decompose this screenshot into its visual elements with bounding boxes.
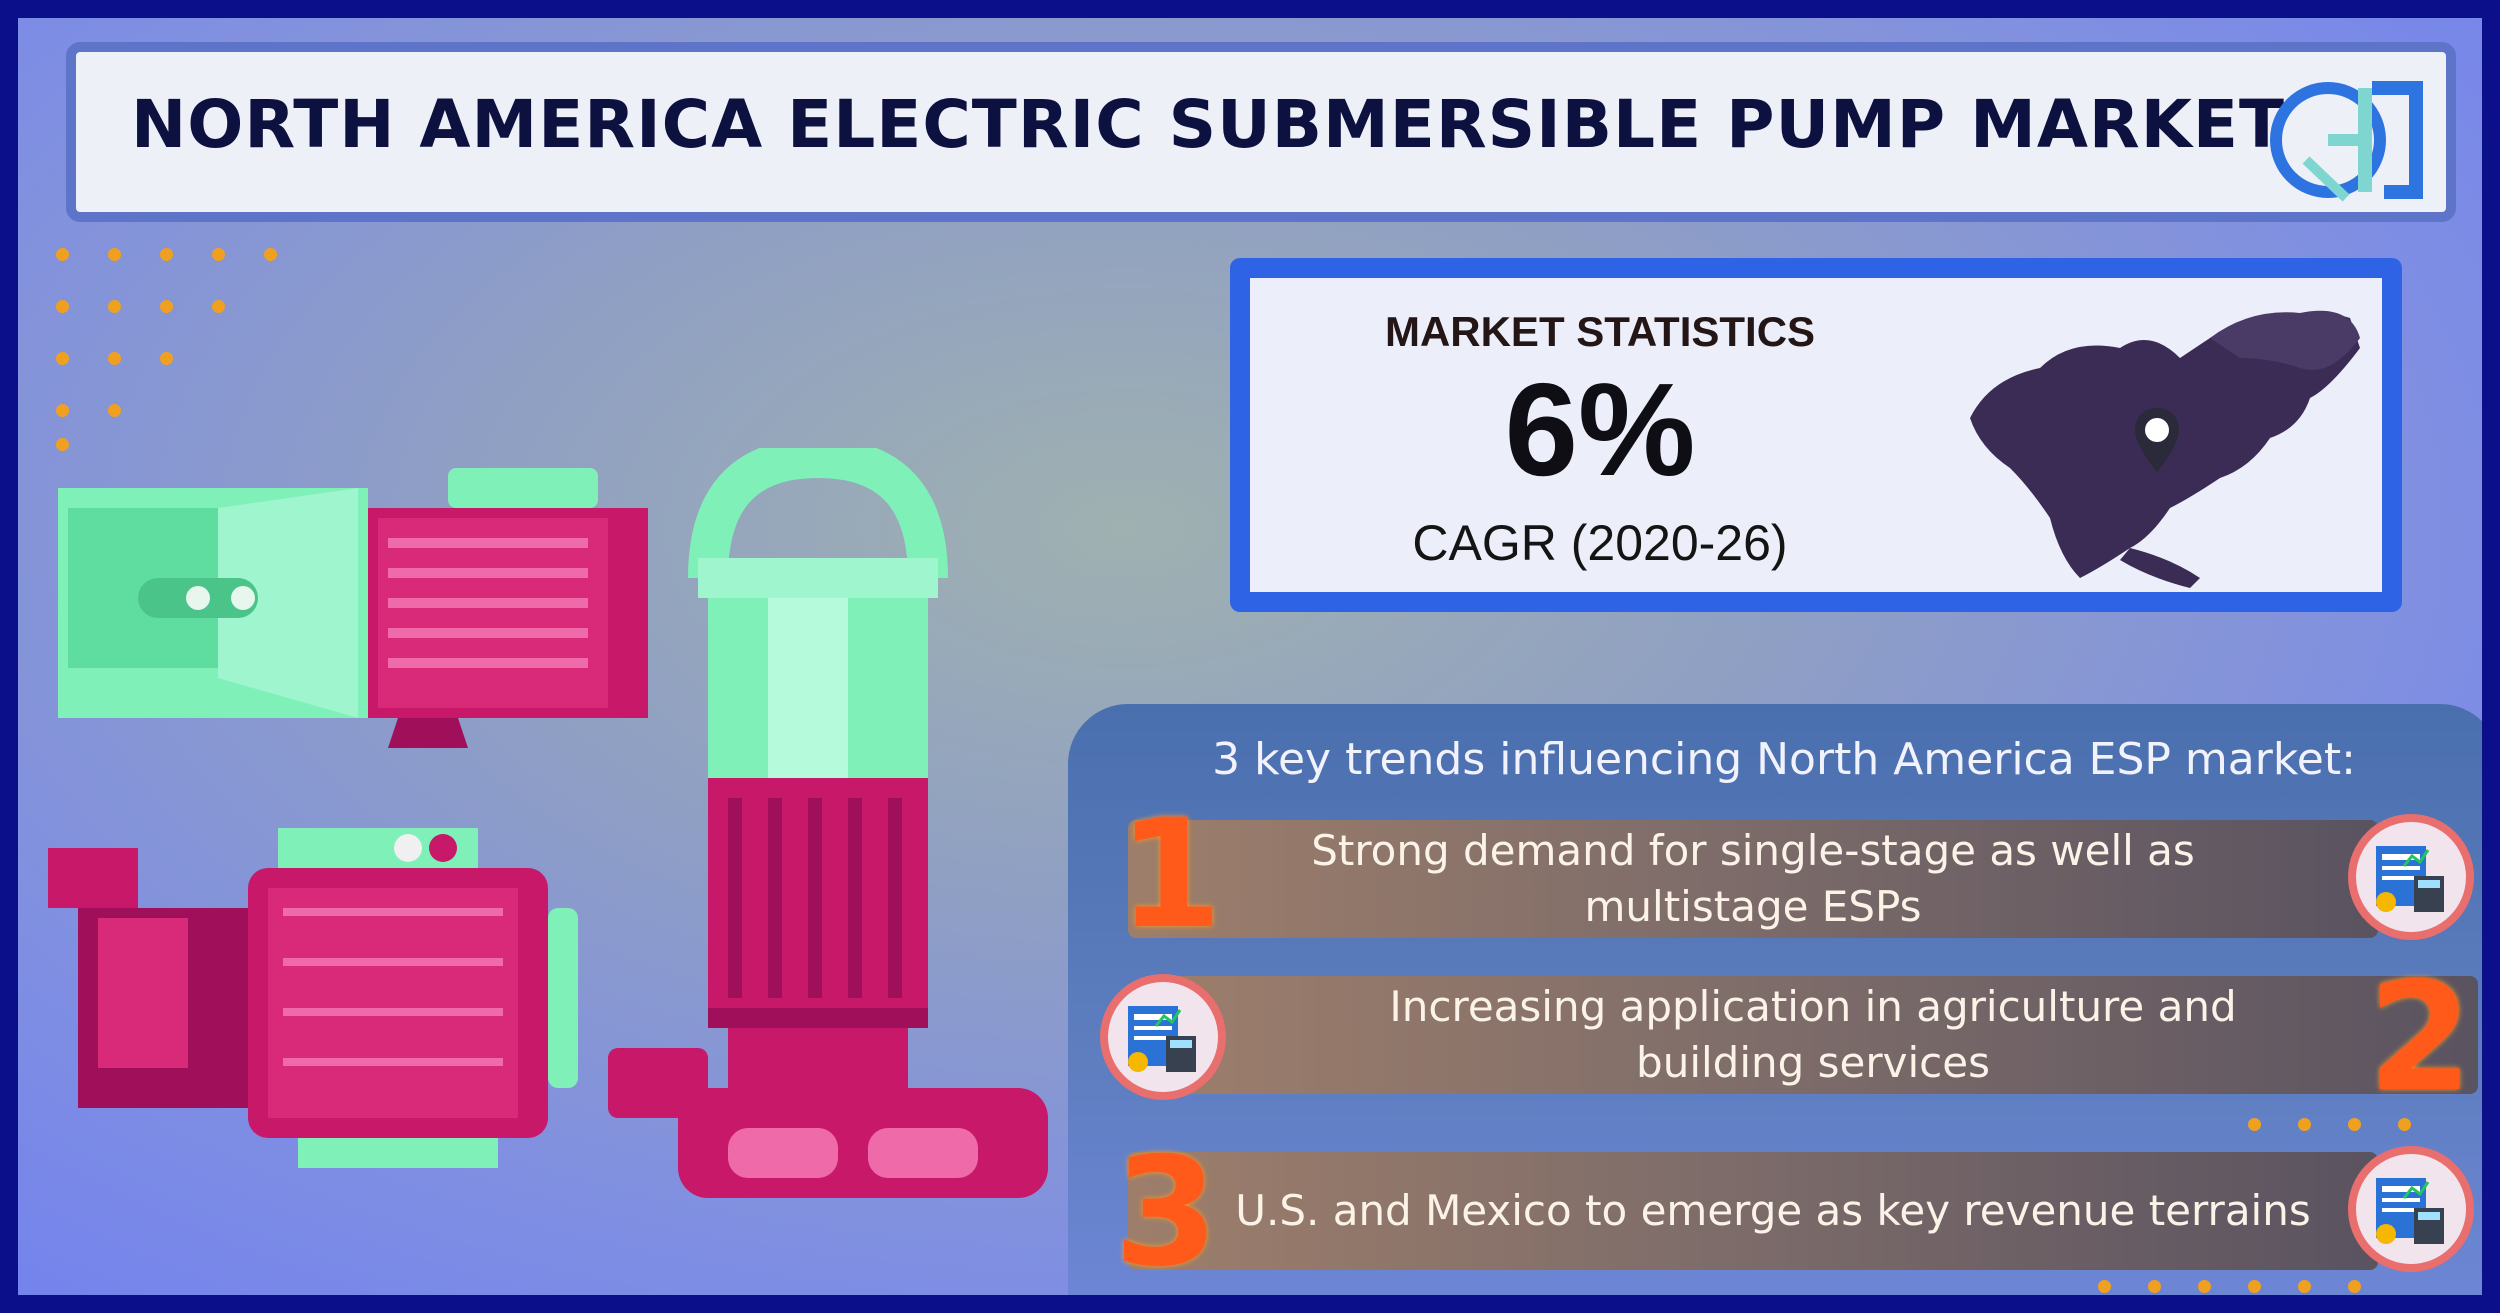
stats-subtitle: CAGR (2020-26) xyxy=(1412,515,1788,571)
page-title: NORTH AMERICA ELECTRIC SUBMERSIBLE PUMP … xyxy=(131,86,2285,163)
gr-logo-icon xyxy=(2270,81,2423,202)
monoblock-pump-icon xyxy=(48,828,578,1168)
report-calculator-icon xyxy=(2348,814,2474,940)
stats-value: 6% xyxy=(1504,356,1696,503)
trend-text-1: Strong demand for single-stage as well a… xyxy=(1311,826,2195,931)
market-statistics-card: MARKET STATISTICS 6% CAGR (2020-26) xyxy=(1230,258,2402,612)
report-calculator-icon xyxy=(1100,974,1226,1100)
trend-item-3: U.S. and Mexico to emerge as key revenue… xyxy=(1128,1152,2378,1270)
trend-number-2: 2 xyxy=(2368,951,2473,1125)
trend-item-1: Strong demand for single-stage as well a… xyxy=(1128,820,2378,938)
vertical-pump-icon xyxy=(608,448,1048,1198)
pump-illustrations xyxy=(48,448,1048,1198)
trend-item-2: Increasing application in agriculture an… xyxy=(1148,976,2478,1094)
trend-text-2: Increasing application in agriculture an… xyxy=(1389,982,2237,1087)
horizontal-pump-icon xyxy=(58,468,648,748)
trend-text-3: U.S. and Mexico to emerge as key revenue… xyxy=(1235,1186,2311,1235)
trends-heading: 3 key trends influencing North America E… xyxy=(1212,734,2356,785)
stats-label: MARKET STATISTICS xyxy=(1384,308,1816,355)
trend-number-1: 1 xyxy=(1118,788,1223,962)
report-calculator-icon xyxy=(2348,1146,2474,1272)
location-pin-icon xyxy=(2135,408,2179,472)
trend-number-3: 3 xyxy=(1114,1126,1219,1300)
title-bar: NORTH AMERICA ELECTRIC SUBMERSIBLE PUMP … xyxy=(66,42,2456,222)
